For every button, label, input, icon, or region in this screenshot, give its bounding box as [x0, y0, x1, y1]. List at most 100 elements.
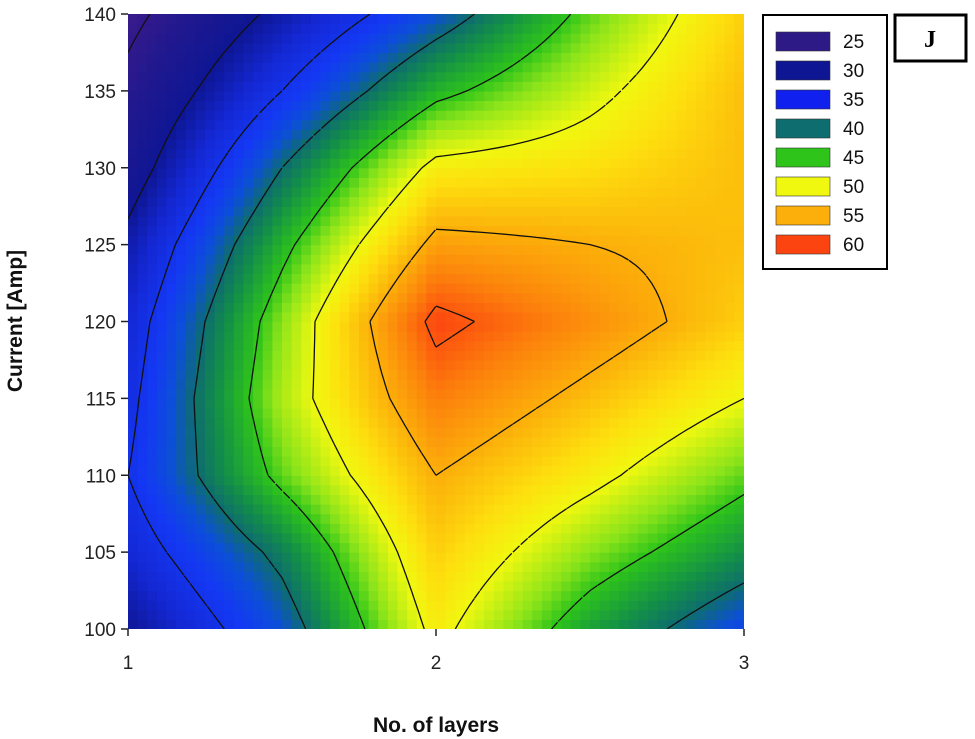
contour-cell [426, 42, 437, 54]
contour-cell [156, 379, 168, 390]
contour-cell [599, 436, 610, 448]
contour-cell [436, 138, 447, 150]
contour-cell [282, 177, 293, 188]
contour-cell [532, 235, 543, 246]
contour-cell [503, 244, 514, 255]
contour-cell [224, 263, 235, 275]
contour-cell [464, 225, 476, 236]
contour-cell [667, 148, 678, 159]
contour-cell [647, 90, 658, 102]
contour-cell [647, 42, 658, 54]
contour-cell [657, 523, 668, 534]
contour-cell [445, 427, 456, 438]
contour-cell [137, 62, 148, 73]
contour-cell [734, 71, 744, 82]
contour-cell [416, 254, 427, 265]
contour-cell [378, 561, 389, 572]
contour-cell [522, 513, 533, 524]
contour-cell [301, 273, 312, 284]
contour-cell [378, 52, 389, 63]
contour-cell [734, 283, 744, 294]
contour-cell [176, 62, 187, 73]
contour-cell [262, 369, 273, 380]
contour-cell [272, 609, 283, 620]
contour-cell [128, 292, 139, 303]
contour-cell [330, 23, 341, 34]
contour-cell [599, 177, 610, 188]
contour-cell [676, 186, 687, 198]
contour-cell [137, 167, 148, 178]
contour-cell [310, 158, 322, 169]
contour-cell [580, 321, 591, 332]
contour-cell [541, 138, 553, 150]
contour-cell [464, 263, 476, 275]
contour-cell [436, 186, 447, 198]
contour-cell [214, 71, 225, 82]
contour-cell [243, 532, 254, 544]
contour-cell [205, 484, 216, 496]
contour-cell [224, 254, 235, 265]
contour-cell [522, 359, 533, 371]
contour-cell [310, 138, 322, 150]
contour-cell [590, 33, 601, 44]
contour-cell [618, 580, 630, 592]
legend-swatch [775, 60, 831, 81]
contour-cell [734, 273, 744, 284]
contour-cell [310, 23, 322, 34]
contour-cell [513, 254, 524, 265]
contour-cell [185, 311, 196, 323]
contour-cell [734, 42, 744, 54]
contour-cell [628, 552, 639, 563]
contour-cell [205, 33, 216, 44]
contour-cell [628, 417, 639, 428]
contour-cell [282, 600, 293, 611]
contour-cell [205, 600, 216, 611]
contour-cell [551, 263, 562, 275]
contour-cell [253, 580, 264, 592]
contour-cell [734, 600, 744, 611]
contour-cell [301, 215, 312, 227]
contour-cell [484, 129, 495, 140]
contour-cell [205, 456, 216, 467]
contour-cell [455, 600, 466, 611]
contour-cell [580, 456, 591, 467]
contour-cell [416, 100, 427, 111]
contour-cell [185, 90, 196, 102]
contour-cell [532, 292, 543, 303]
contour-cell [705, 177, 716, 188]
contour-cell [378, 484, 389, 496]
contour-cell [147, 484, 158, 496]
contour-cell [301, 292, 312, 303]
contour-cell [599, 494, 610, 505]
contour-cell [397, 388, 408, 399]
contour-cell [339, 167, 350, 178]
contour-cell [233, 321, 245, 332]
contour-cell [667, 552, 678, 563]
contour-cell [195, 398, 206, 409]
contour-cell [436, 504, 447, 515]
contour-cell [195, 62, 206, 73]
contour-cell [272, 359, 283, 371]
contour-cell [474, 523, 485, 534]
contour-cell [195, 90, 206, 102]
contour-cell [176, 90, 187, 102]
contour-cell [291, 186, 302, 198]
contour-cell [686, 609, 697, 620]
contour-cell [561, 561, 572, 572]
contour-cell [464, 359, 476, 371]
contour-cell [387, 388, 399, 399]
contour-cell [291, 580, 302, 592]
legend-label: 50 [843, 177, 864, 198]
contour-cell [570, 456, 581, 467]
contour-cell [513, 14, 524, 25]
contour-cell [455, 427, 466, 438]
contour-cell [628, 110, 639, 121]
contour-cell [580, 446, 591, 457]
contour-cell [580, 436, 591, 448]
contour-cell [378, 513, 389, 524]
contour-cell [349, 283, 360, 294]
contour-cell [657, 446, 668, 457]
contour-cell [734, 254, 744, 265]
contour-cell [580, 225, 591, 236]
contour-cell [570, 417, 581, 428]
